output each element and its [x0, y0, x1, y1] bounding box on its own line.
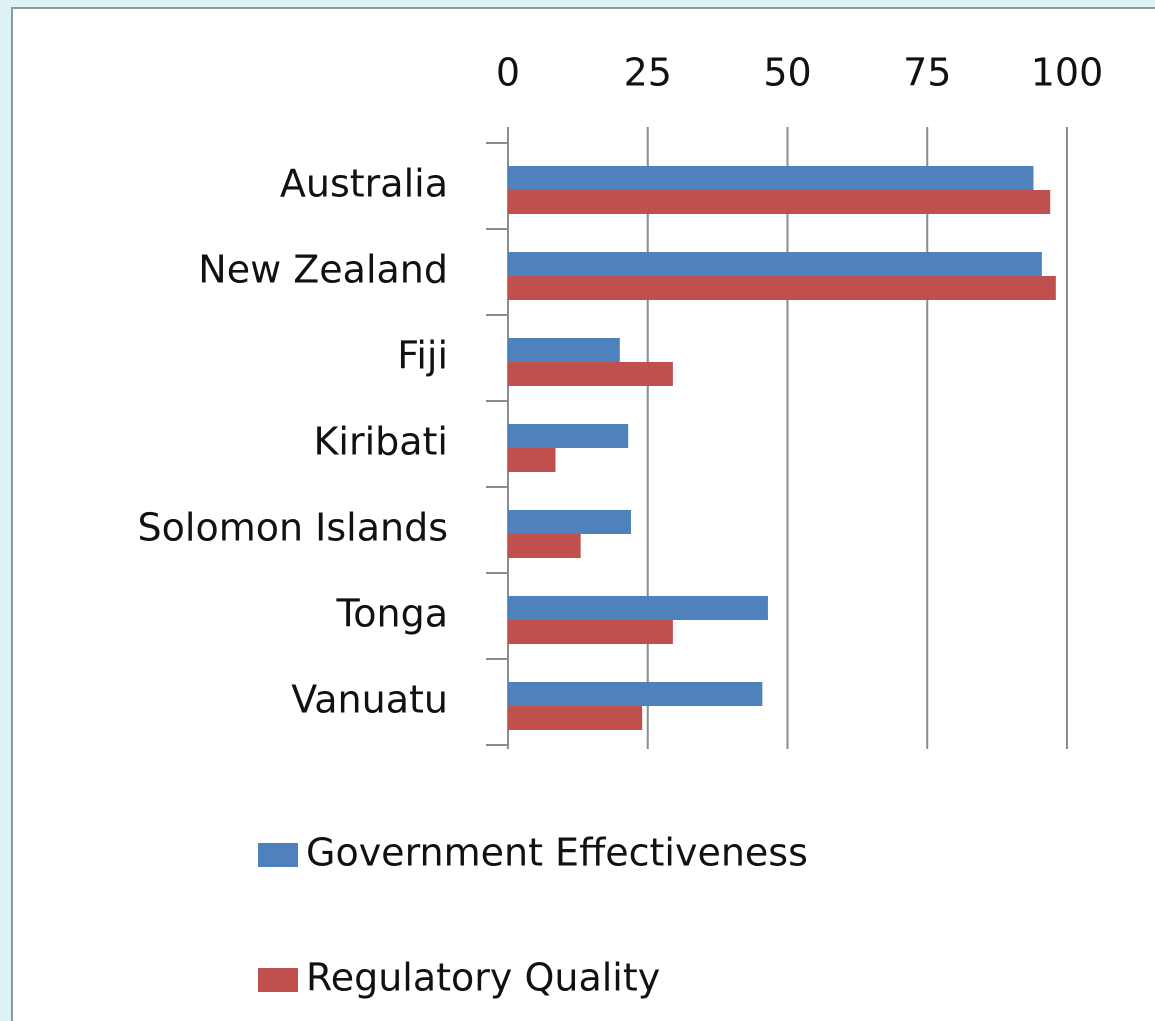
bar — [508, 448, 556, 472]
x-tick-label: 50 — [763, 51, 811, 95]
y-tick-label: Australia — [280, 162, 448, 206]
y-tick-label: Kiribati — [313, 420, 448, 464]
legend-swatch — [258, 968, 298, 992]
bar — [508, 190, 1051, 214]
bar — [508, 276, 1056, 300]
bar — [508, 338, 620, 362]
y-tick-label: New Zealand — [198, 248, 448, 292]
x-tick-label: 25 — [624, 51, 672, 95]
x-tick-label: 100 — [1031, 51, 1104, 95]
legend-swatch — [258, 843, 298, 867]
y-tick-label: Tonga — [336, 592, 449, 636]
bar — [508, 510, 631, 534]
bar — [508, 252, 1042, 276]
bar — [508, 362, 673, 386]
bar — [508, 534, 581, 558]
bar — [508, 424, 629, 448]
bar — [508, 620, 673, 644]
bar — [508, 706, 643, 730]
bar — [508, 166, 1034, 190]
y-tick-label: Vanuatu — [291, 678, 448, 722]
y-tick-label: Solomon Islands — [138, 506, 448, 550]
bar — [508, 596, 768, 620]
y-tick-label: Fiji — [397, 334, 448, 378]
legend-label: Regulatory Quality — [306, 956, 660, 1000]
legend-label: Government Effectiveness — [306, 831, 808, 875]
x-tick-label: 0 — [496, 51, 520, 95]
bar — [508, 682, 763, 706]
x-tick-label: 75 — [903, 51, 951, 95]
